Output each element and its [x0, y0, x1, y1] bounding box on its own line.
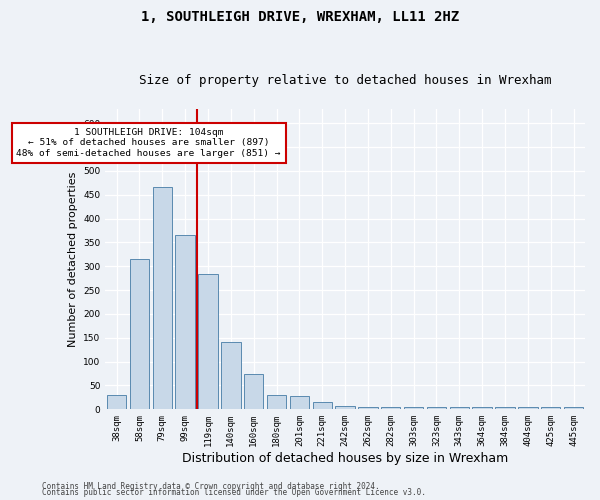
- Title: Size of property relative to detached houses in Wrexham: Size of property relative to detached ho…: [139, 74, 551, 87]
- X-axis label: Distribution of detached houses by size in Wrexham: Distribution of detached houses by size …: [182, 452, 508, 465]
- Text: 1 SOUTHLEIGH DRIVE: 104sqm
← 51% of detached houses are smaller (897)
48% of sem: 1 SOUTHLEIGH DRIVE: 104sqm ← 51% of deta…: [16, 128, 281, 158]
- Bar: [541, 408, 560, 410]
- Text: 1, SOUTHLEIGH DRIVE, WREXHAM, LL11 2HZ: 1, SOUTHLEIGH DRIVE, WREXHAM, LL11 2HZ: [141, 10, 459, 24]
- Bar: [496, 408, 515, 410]
- Bar: [449, 408, 469, 410]
- Bar: [427, 408, 446, 410]
- Bar: [358, 407, 377, 410]
- Text: Contains public sector information licensed under the Open Government Licence v3: Contains public sector information licen…: [42, 488, 426, 497]
- Bar: [290, 396, 309, 409]
- Bar: [313, 402, 332, 409]
- Bar: [564, 407, 583, 410]
- Bar: [404, 408, 424, 410]
- Bar: [381, 408, 400, 410]
- Bar: [198, 274, 218, 409]
- Bar: [472, 408, 492, 410]
- Bar: [221, 342, 241, 409]
- Bar: [244, 374, 263, 410]
- Bar: [518, 408, 538, 410]
- Bar: [152, 186, 172, 410]
- Bar: [130, 259, 149, 410]
- Y-axis label: Number of detached properties: Number of detached properties: [68, 172, 77, 347]
- Bar: [335, 406, 355, 409]
- Bar: [107, 395, 127, 409]
- Bar: [175, 236, 195, 410]
- Text: Contains HM Land Registry data © Crown copyright and database right 2024.: Contains HM Land Registry data © Crown c…: [42, 482, 380, 491]
- Bar: [267, 394, 286, 409]
